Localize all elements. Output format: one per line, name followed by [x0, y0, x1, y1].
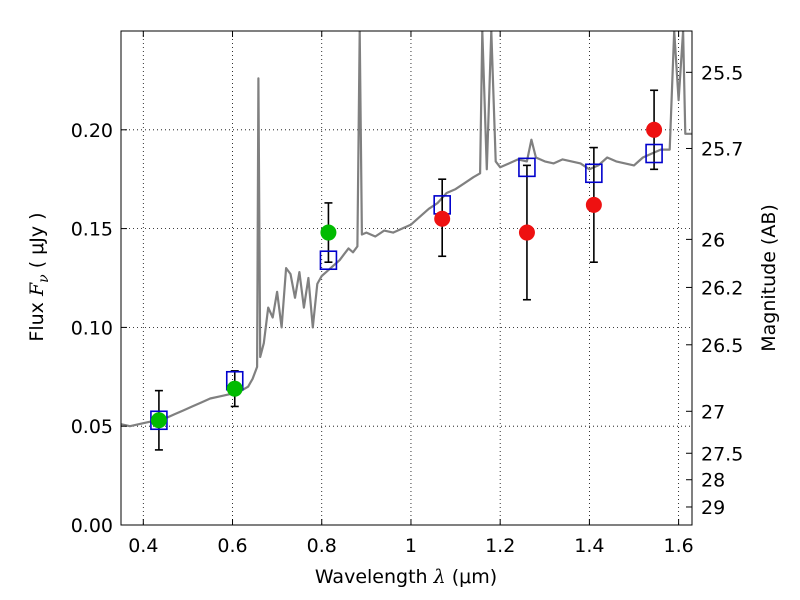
y2-tick-label: 26.2 — [701, 277, 743, 299]
y-axis-title-subscript: ν — [36, 274, 52, 283]
observed-point — [434, 210, 451, 227]
y2-tick-label: 26.5 — [701, 335, 743, 357]
y2-tick-label: 28 — [701, 470, 725, 492]
observed-point — [320, 224, 337, 241]
y-tick-label: 0.20 — [71, 120, 113, 142]
observed-point — [226, 380, 243, 397]
x-tick-label: 1 — [405, 535, 417, 557]
x-tick-label: 0.6 — [217, 535, 247, 557]
x-axis-title-prefix: Wavelength — [315, 566, 434, 588]
observed-point — [150, 412, 167, 429]
x-tick-label: 1.2 — [485, 535, 515, 557]
model-point-square — [319, 250, 338, 271]
plot-background — [121, 31, 692, 525]
x-tick-label: 1.6 — [664, 535, 694, 557]
model-point-square — [518, 157, 536, 178]
plot-frame — [120, 30, 693, 526]
y-axis-title-prefix: Flux — [26, 296, 48, 342]
observed-point — [646, 121, 663, 138]
x-axis-title-unit: (μm) — [446, 566, 497, 588]
y-axis-title-unit: ( μJy ) — [26, 212, 48, 274]
y2-tick-label: 26 — [701, 229, 725, 251]
y-axis-title: Flux Fν ( μJy ) — [26, 212, 52, 341]
y-axis-title-symbol: F — [26, 282, 48, 297]
y2-tick-label: 25.7 — [701, 138, 743, 160]
y2-axis-title: Magnitude (AB) — [758, 204, 780, 352]
x-axis-title: Wavelength λ (μm) — [315, 566, 497, 588]
x-tick-label: 0.8 — [307, 535, 337, 557]
observed-points-layer — [150, 121, 663, 429]
observed-point — [585, 196, 602, 213]
y-tick-label: 0.10 — [71, 317, 113, 339]
model-point-square — [585, 163, 603, 184]
y2-tick-label: 27 — [701, 401, 725, 423]
x-tick-label: 1.4 — [574, 535, 604, 557]
y2-tick-label: 29 — [701, 497, 725, 519]
y-tick-label: 0.05 — [71, 416, 113, 438]
observed-point — [518, 224, 535, 241]
y2-tick-label: 25.5 — [701, 62, 743, 84]
y-tick-label: 0.00 — [71, 515, 113, 537]
x-tick-label: 0.4 — [128, 535, 158, 557]
y2-tick-label: 27.5 — [701, 443, 743, 465]
y-tick-label: 0.15 — [71, 219, 113, 241]
axis-ticks: 0.4 0.6 0.8 1 1.2 1.4 1.6 0.00 0.05 0.10 0.15 0.20 2… — [71, 31, 743, 557]
x-axis-title-symbol: λ — [433, 566, 446, 588]
model-point-square — [645, 143, 663, 164]
